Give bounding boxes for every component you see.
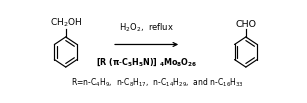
Text: $\mathrm{H_2O_2}$,  reflux: $\mathrm{H_2O_2}$, reflux <box>119 22 174 35</box>
Text: CHO: CHO <box>235 20 256 29</box>
Text: $\mathbf{[R\ (\pi\text{-}C_5H_5N)]\ _{4}Mo_8O_{26}}$: $\mathbf{[R\ (\pi\text{-}C_5H_5N)]\ _{4}… <box>96 56 197 68</box>
Text: R=n-C$_4$H$_9$,  n-C$_8$H$_{17}$,  n-C$_{14}$H$_{29}$,  and n-C$_{16}$H$_{33}$: R=n-C$_4$H$_9$, n-C$_8$H$_{17}$, n-C$_{1… <box>71 77 244 89</box>
Text: CH$_2$OH: CH$_2$OH <box>49 16 82 29</box>
